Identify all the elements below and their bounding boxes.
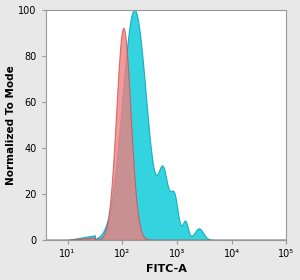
X-axis label: FITC-A: FITC-A [146,264,187,274]
Y-axis label: Normalized To Mode: Normalized To Mode [6,65,16,185]
